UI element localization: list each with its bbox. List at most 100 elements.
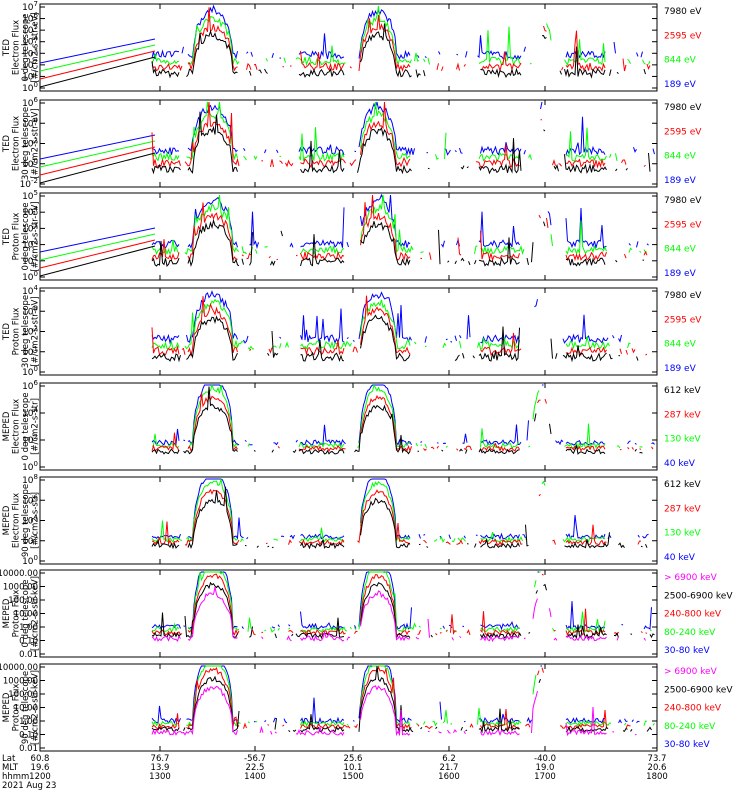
legend-entry: 844 eV: [664, 152, 697, 162]
panel-ylabel: 90 deg telescope: [21, 484, 31, 557]
series-trace-magenta: [152, 686, 650, 735]
panel-frame: [39, 3, 658, 92]
series-trace-red: [40, 102, 652, 175]
legend-entry: 7980 eV: [664, 103, 702, 113]
panel-frame: [39, 569, 658, 658]
panel-frame: [39, 192, 658, 281]
y-tick-label: 104: [22, 35, 38, 48]
legend-entry: 2595 eV: [664, 127, 702, 137]
panel-ylabel: 0 deg telescope: [21, 580, 31, 648]
x-tick-label: 1800: [646, 772, 668, 782]
y-tick-label: 100.00: [8, 596, 38, 606]
y-tick-label: 102: [22, 137, 38, 150]
y-tick-label: 0.01: [19, 744, 38, 754]
legend-entry: > 6900 keV: [664, 667, 718, 677]
legend-entry: 844 eV: [664, 340, 697, 350]
legend-entry: 130 keV: [664, 529, 701, 539]
legend-entry: 612 keV: [664, 386, 701, 396]
y-tick-label: 100: [22, 460, 38, 473]
panel-ylabel: 0 deg telescope: [21, 203, 31, 271]
panel-frame: [39, 663, 658, 752]
legend-entry: 40 keV: [664, 459, 696, 469]
panel-5: MEPED Electron Flux 0 deg telescope [#/cm2-…: [2, 382, 701, 471]
series-trace-black: [40, 112, 653, 183]
x-tick-label: 1300: [149, 772, 171, 782]
panel-ylabel: [#/cm2-s-str-eV]: [31, 108, 41, 178]
y-tick-label: 101: [22, 254, 38, 267]
panel-ylabel: [#/cm2-s-str-eV]: [31, 201, 41, 271]
x-tick-label: 19.0: [536, 763, 555, 773]
panel-ylabel: [#/cm2-s-str-keV]: [31, 576, 41, 651]
series-trace-green: [40, 195, 652, 260]
y-tick-label: 0.10: [19, 637, 38, 647]
x-tick-label: 60.8: [31, 754, 50, 764]
panel-ylabel: 0 deg telescope: [21, 14, 31, 82]
y-tick-label: 100: [22, 365, 38, 378]
y-tick-label: 10.00: [14, 610, 38, 620]
panel-ylabel: Electron Flux: [12, 116, 22, 171]
series-trace-magenta: [151, 586, 646, 643]
x-tick-label: 21.7: [440, 763, 459, 773]
panel-ylabel: [#/cm2-s-str-eV]: [31, 12, 41, 82]
legend-entry: 287 keV: [664, 410, 701, 420]
panel-ylabel: MEPED: [2, 411, 12, 441]
series-trace-green: [151, 571, 652, 634]
panel-ylabel: [#/cm2-s-str-eV]: [31, 296, 41, 366]
y-tick-label: 0.10: [19, 731, 38, 741]
y-tick-label: 105: [22, 189, 38, 202]
panel-frame: [39, 287, 658, 376]
series-trace-blue: [40, 6, 650, 63]
panel-ylabel: TED: [2, 134, 12, 153]
y-tick-label: 107: [22, 0, 38, 13]
legend-entry: 2595 eV: [664, 315, 702, 325]
panel-3: TED Proton Flux 0 deg telescope [#/cm2-s-st…: [2, 192, 702, 281]
y-tick-label: 108: [22, 473, 38, 486]
series-trace-red: [40, 7, 653, 79]
series-trace-green: [40, 6, 653, 71]
legend-entry: 80-240 keV: [664, 628, 716, 638]
x-tick-label: 20.6: [648, 763, 667, 773]
y-tick-label: 102: [22, 238, 38, 251]
legend-entry: 240-800 keV: [664, 704, 722, 714]
y-tick-label: 100: [22, 157, 38, 170]
panel-8: 10000.00 1000.00 100.00 10.00 1.00 0.10 0.01 ME…: [0, 663, 733, 754]
y-tick-label: 104: [22, 284, 38, 297]
x-tick-label: 1200: [29, 772, 51, 782]
legend-entry: 240-800 keV: [664, 610, 722, 620]
y-tick-label: 102: [22, 433, 38, 446]
legend-entry: 287 keV: [664, 504, 701, 514]
x-tick-label: 1400: [244, 772, 266, 782]
y-tick-label: 1000.00: [3, 677, 38, 687]
y-tick-label: 106: [22, 96, 38, 109]
panel-ylabel: TED: [2, 227, 12, 246]
y-tick-label: 10000.00: [0, 663, 38, 673]
panel-ylabel: 0 deg telescope: [21, 393, 31, 461]
series-trace-red: [151, 295, 648, 357]
panel-ylabel: MEPED: [2, 692, 12, 722]
legend-entry: 7980 eV: [664, 7, 702, 17]
panel-ylabel: TED: [2, 38, 12, 57]
y-tick-label: 106: [22, 493, 38, 506]
legend-entry: 844 eV: [664, 56, 697, 66]
panel-frame: [39, 99, 658, 188]
x-tick-label: -40.0: [534, 754, 556, 764]
series-trace-green: [151, 665, 655, 728]
series-trace-red: [152, 667, 655, 729]
legend-entry: 189 eV: [664, 176, 697, 186]
x-axis-row-label: Lat: [2, 754, 16, 764]
series-trace-blue: [151, 384, 655, 447]
x-axis-row-label: hhmm: [2, 772, 29, 782]
y-tick-label: 1000.00: [3, 583, 38, 593]
legend-entry: > 6900 keV: [664, 573, 718, 583]
panel-ylabel: 30 deg telescope: [21, 107, 31, 180]
x-tick-label: 10.1: [344, 763, 363, 773]
legend-entry: 30-80 keV: [664, 740, 710, 750]
series-trace-red: [151, 392, 654, 453]
legend-entry: 80-240 keV: [664, 722, 716, 732]
panel-4: TED Proton Flux 30 deg telescope [#/cm2-s-s…: [2, 287, 702, 376]
legend-entry: 844 eV: [664, 245, 697, 255]
y-tick-label: 103: [22, 46, 38, 59]
panel-ylabel: Electron Flux: [12, 493, 22, 548]
legend-entry: 612 keV: [664, 480, 701, 490]
